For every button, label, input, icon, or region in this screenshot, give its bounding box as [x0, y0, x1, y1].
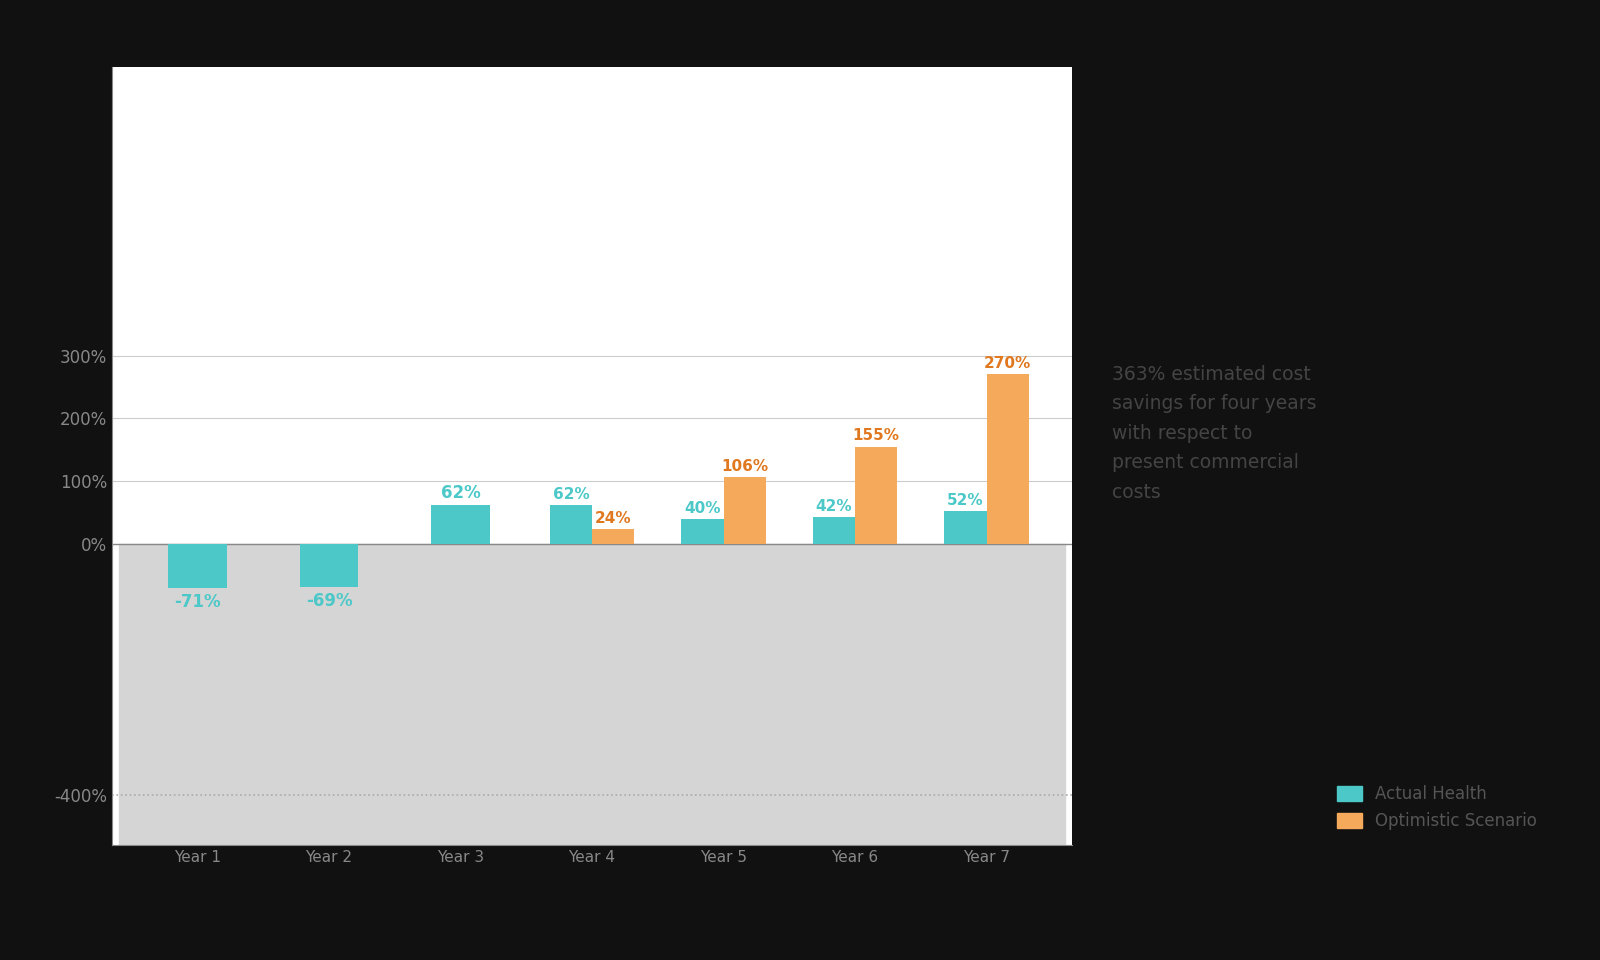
Bar — [118, 543, 1066, 845]
Text: 62%: 62% — [440, 484, 480, 502]
Text: 24%: 24% — [595, 511, 632, 526]
Bar — [944, 511, 987, 543]
Bar — [592, 529, 634, 543]
Text: 62%: 62% — [552, 487, 589, 502]
Text: 42%: 42% — [816, 499, 853, 515]
Bar — [854, 446, 898, 543]
Bar — [168, 543, 227, 588]
Text: -69%: -69% — [306, 592, 352, 611]
Bar — [430, 505, 490, 543]
Text: 40%: 40% — [685, 500, 720, 516]
Text: 155%: 155% — [853, 428, 899, 444]
Text: 52%: 52% — [947, 493, 984, 508]
Text: 270%: 270% — [984, 356, 1030, 372]
Bar — [813, 517, 854, 543]
Bar — [682, 518, 723, 543]
Bar — [723, 477, 765, 543]
Text: 363% estimated cost
savings for four years
with respect to
present commercial
co: 363% estimated cost savings for four yea… — [1112, 365, 1317, 502]
Text: -71%: -71% — [174, 593, 221, 612]
Legend: Actual Health, Optimistic Scenario: Actual Health, Optimistic Scenario — [1330, 779, 1544, 836]
Bar — [550, 505, 592, 543]
Text: 106%: 106% — [722, 459, 768, 474]
Bar — [299, 543, 358, 588]
Bar — [987, 374, 1029, 543]
